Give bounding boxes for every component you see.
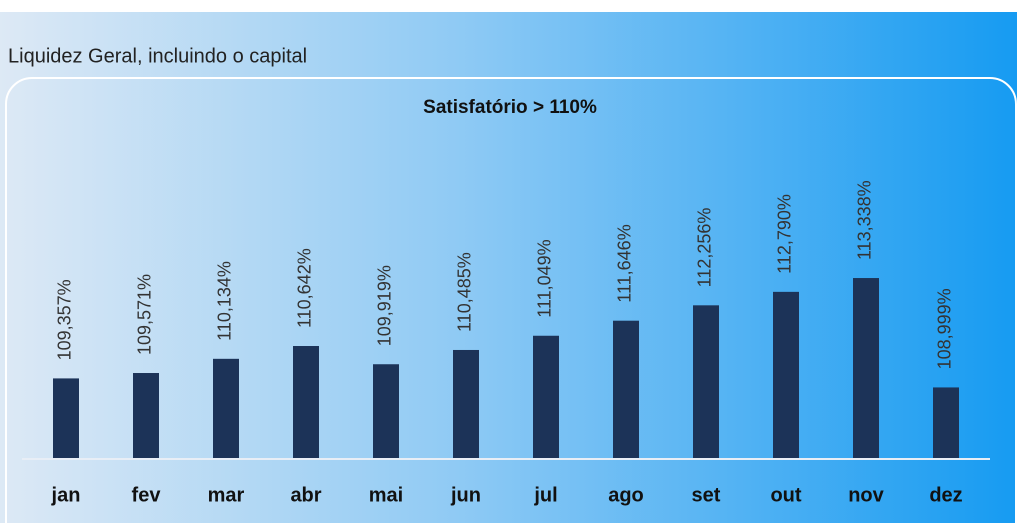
x-tick-label: out [770, 484, 801, 506]
data-label: 110,642% [295, 248, 315, 328]
data-label: 108,999% [935, 288, 955, 369]
x-tick-label: jul [533, 484, 557, 506]
x-tick-label: nov [848, 484, 884, 506]
data-label: 110,134% [215, 261, 235, 341]
bar [933, 387, 959, 458]
x-tick-label: mar [208, 484, 245, 506]
chart-subtitle: Satisfatório > 110% [423, 97, 597, 118]
bar [693, 305, 719, 458]
x-tick-label: mai [369, 484, 403, 506]
data-label: 109,919% [375, 265, 395, 346]
background [0, 12, 1017, 523]
data-label: 113,338% [855, 180, 875, 260]
data-label: 112,256% [695, 208, 715, 288]
data-label: 112,790% [775, 194, 795, 274]
x-tick-label: fev [132, 484, 162, 506]
data-label: 110,485% [455, 252, 475, 332]
data-label: 109,571% [135, 274, 155, 355]
bar [53, 378, 79, 458]
x-tick-label: abr [290, 484, 321, 506]
chart-title: Liquidez Geral, incluindo o capital [8, 45, 307, 67]
x-tick-label: dez [929, 484, 962, 506]
bar [213, 358, 239, 458]
bar [453, 349, 479, 458]
x-tick-label: ago [608, 484, 644, 506]
x-tick-label: jun [450, 484, 481, 506]
x-tick-label: jan [51, 484, 81, 506]
data-label: 111,049% [535, 239, 555, 317]
bar [293, 346, 319, 458]
bar [133, 373, 159, 458]
frame [5, 77, 1017, 523]
data-label: 111,646% [615, 224, 635, 302]
data-label: 109,357% [55, 279, 75, 360]
top-strip [0, 0, 1017, 12]
bar [773, 291, 799, 458]
x-tick-label: set [692, 484, 721, 506]
bar [853, 278, 879, 458]
bar [533, 335, 559, 458]
bar [373, 364, 399, 458]
bar [613, 320, 639, 458]
